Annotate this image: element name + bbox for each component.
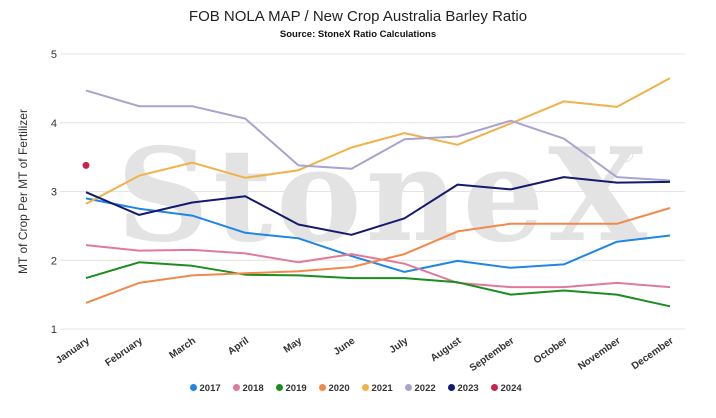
x-tick-label: June [332,335,358,358]
series-2024 [82,161,90,169]
series-line [85,244,671,289]
legend-marker [190,384,197,391]
x-axis-ticks: January February March April May June July Augu… [54,335,676,374]
legend-label: 2018 [243,383,264,394]
legend-label: 2019 [286,383,307,394]
legend-item-2018[interactable]: 2018 [233,383,264,394]
x-tick-label: October [532,335,570,366]
series-lines [82,77,671,308]
legend-item-2019[interactable]: 2019 [276,383,307,394]
series-2017 [85,197,671,273]
legend-label: 2020 [329,383,350,394]
legend-item-2017[interactable]: 2017 [190,383,221,394]
series-line [85,197,671,273]
watermark: StoneX ® [117,121,652,271]
legend-item-2023[interactable]: 2023 [448,383,479,394]
y-tick-label: 2 [51,255,57,267]
x-tick-label: August [429,335,464,364]
series-line [85,89,671,182]
watermark-registered-mark: ® [616,143,636,167]
legend-label: 2017 [200,383,221,394]
series-2019 [85,261,671,308]
x-tick-label: July [388,335,411,356]
legend-marker [405,384,412,391]
legend-marker [448,384,455,391]
x-tick-label: November [576,335,622,372]
y-tick-label: 4 [51,118,57,130]
legend-marker [491,384,498,391]
y-tick-label: 1 [51,324,57,336]
series-2022 [85,89,671,182]
x-tick-label: January [54,335,92,366]
legend-label: 2021 [372,383,394,394]
legend-label: 2022 [415,383,436,394]
legend: 2017 2018 2019 2020 2021 2022 2023 2024 [190,383,522,394]
series-2018 [85,244,671,289]
x-tick-label: April [226,335,251,357]
series-2023 [85,176,671,236]
x-tick-label: September [468,335,517,374]
legend-item-2022[interactable]: 2022 [405,383,436,394]
series-2020 [85,207,671,304]
y-tick-label: 5 [51,49,57,61]
legend-marker [362,384,369,391]
x-tick-label: December [630,335,676,372]
series-2021 [85,77,671,205]
legend-marker [233,384,240,391]
legend-item-2021[interactable]: 2021 [362,383,393,394]
data-point [82,161,90,169]
watermark-text: StoneX [117,121,652,271]
legend-label: 2023 [458,383,479,394]
chart-title: FOB NOLA MAP / New Crop Australia Barley… [188,8,528,25]
x-tick-label: May [282,335,305,355]
chart-subtitle: Source: StoneX Ratio Calculations [279,29,437,40]
y-tick-label: 3 [51,187,57,199]
series-line [85,77,671,205]
y-axis-label: MT of Crop Per MT of Fertilizer [16,109,30,274]
legend-item-2020[interactable]: 2020 [319,383,350,394]
legend-label: 2024 [501,383,523,394]
y-axis-ticks: 1 2 3 4 5 [51,49,57,336]
x-tick-label: February [103,335,145,369]
series-line [85,207,671,304]
legend-marker [276,384,283,391]
gridlines [60,53,685,330]
legend-marker [319,384,326,391]
x-tick-label: March [167,335,197,361]
series-line [85,176,671,236]
series-line [85,261,671,308]
legend-item-2024[interactable]: 2024 [491,383,522,394]
